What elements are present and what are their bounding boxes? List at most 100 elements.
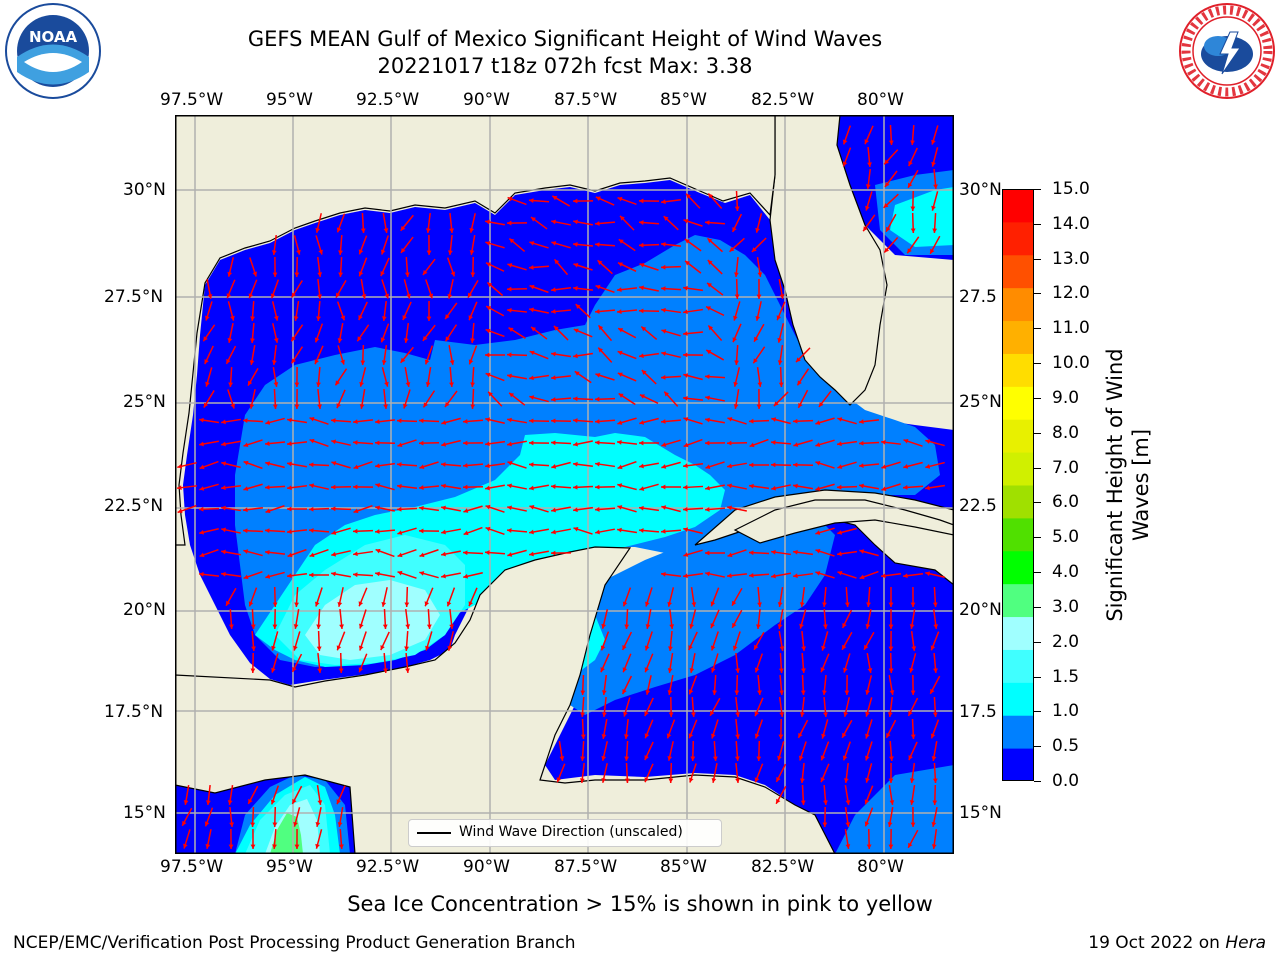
wave-direction-arrowhead — [529, 284, 535, 290]
wave-direction-arrowhead — [419, 505, 424, 511]
wave-direction-arrowhead — [199, 552, 205, 558]
wave-direction-arrowhead — [859, 419, 864, 424]
lon-tick-top: 90°W — [463, 90, 510, 110]
wave-direction-arrowhead — [331, 439, 337, 445]
wave-direction-arrowhead — [645, 689, 651, 695]
wave-direction-arrowhead — [287, 506, 292, 512]
colorbar-tick-label: 7.0 — [1052, 457, 1080, 478]
wave-direction-arrowhead — [336, 292, 341, 298]
wave-direction-arrowhead — [273, 382, 279, 387]
wave-direction-arrowhead — [441, 483, 446, 489]
wave-direction-arrowhead — [771, 440, 776, 445]
wave-direction-arrowhead — [272, 822, 278, 827]
wave-direction-arrowhead — [551, 529, 556, 535]
wave-direction-arrowhead — [683, 442, 689, 448]
colorbar-segment — [1002, 517, 1034, 552]
lon-tick-bottom: 97.5°W — [160, 857, 224, 877]
wave-direction-arrowhead — [353, 419, 358, 425]
wave-direction-arrowhead — [551, 287, 556, 293]
wave-direction-arrowhead — [644, 667, 650, 673]
wave-direction-arrowhead — [845, 602, 850, 607]
lon-tick-bottom: 82.5°W — [751, 857, 815, 877]
wave-direction-arrowhead — [683, 285, 688, 291]
wave-direction-arrowhead — [357, 336, 362, 342]
wave-direction-arrowhead — [911, 646, 917, 651]
wave-direction-arrowhead — [243, 549, 249, 554]
wave-direction-arrowhead — [316, 646, 322, 651]
wave-direction-arrowhead — [644, 711, 649, 717]
wave-direction-arrowhead — [419, 528, 424, 534]
colorbar-tick-label: 1.5 — [1052, 666, 1080, 687]
wave-direction-arrowhead — [400, 357, 406, 363]
wave-direction-arrowhead — [663, 216, 669, 221]
wave-direction-arrowhead — [801, 668, 806, 673]
wave-direction-arrowhead — [375, 483, 381, 488]
wave-direction-arrowhead — [353, 572, 358, 578]
wave-direction-arrowhead — [335, 380, 340, 386]
wave-direction-arrowhead — [509, 392, 515, 398]
wave-direction-arrowhead — [623, 734, 629, 739]
wave-direction-arrowhead — [837, 464, 843, 469]
wave-direction-arrowhead — [932, 778, 938, 783]
wave-direction-arrowhead — [864, 799, 870, 805]
wave-direction-arrowhead — [463, 573, 469, 579]
wave-direction-arrowhead — [353, 508, 359, 514]
wave-direction-arrowhead — [530, 217, 536, 222]
wave-direction-arrowhead — [622, 667, 628, 673]
wave-direction-arrowhead — [404, 272, 410, 277]
wave-direction-arrowhead — [380, 337, 386, 343]
wave-direction-arrowhead — [710, 601, 716, 607]
wave-direction-arrowhead — [221, 419, 226, 425]
wave-direction-arrowhead — [888, 778, 894, 783]
wave-direction-arrowhead — [705, 417, 710, 423]
wave-direction-arrowhead — [732, 226, 737, 232]
wave-direction-arrowhead — [881, 486, 887, 491]
wave-direction-arrowhead — [248, 380, 253, 386]
wave-direction-arrowhead — [800, 778, 805, 783]
wave-direction-arrowhead — [359, 404, 365, 409]
wave-direction-arrowhead — [404, 646, 409, 651]
wave-direction-arrowhead — [424, 601, 430, 607]
wave-direction-arrowhead — [485, 441, 490, 447]
wave-direction-arrowhead — [910, 690, 916, 695]
wave-direction-arrowhead — [617, 464, 623, 470]
lat-tick-left: 20°N — [123, 600, 166, 620]
wave-direction-arrowhead — [617, 527, 622, 533]
wave-direction-arrowhead — [884, 159, 889, 165]
wave-direction-arrowhead — [617, 505, 623, 510]
wave-direction-arrowhead — [265, 528, 270, 534]
wave-direction-arrowhead — [639, 463, 644, 469]
wave-direction-arrowhead — [265, 508, 271, 514]
wave-direction-arrowhead — [661, 351, 667, 357]
lat-tick-left: 27.5°N — [104, 287, 164, 307]
wave-direction-arrowhead — [865, 184, 871, 189]
wave-direction-arrowhead — [837, 484, 842, 490]
wave-direction-arrowhead — [884, 247, 890, 253]
wave-direction-arrowhead — [397, 570, 403, 576]
wave-band-0-5-se — [835, 765, 954, 854]
colorbar-segment — [1002, 550, 1034, 585]
wave-direction-arrowhead — [881, 464, 887, 469]
colorbar-segment — [1002, 189, 1034, 223]
wave-direction-arrowhead — [595, 221, 600, 226]
wave-direction-arrowhead — [735, 756, 740, 761]
wave-direction-arrowhead — [404, 602, 410, 607]
wave-direction-arrowhead — [463, 419, 468, 424]
wave-direction-arrowhead — [337, 338, 343, 343]
wave-direction-arrowhead — [507, 441, 512, 447]
wave-direction-arrowhead — [469, 250, 475, 255]
wave-direction-arrowhead — [353, 551, 358, 557]
chart-subtitle: 20221017 t18z 072h fcst Max: 3.38 — [377, 54, 753, 78]
wave-direction-arrowhead — [837, 441, 842, 447]
colorbar-tick-label: 15.0 — [1052, 179, 1090, 199]
wave-direction-arrowhead — [375, 548, 381, 554]
wave-direction-arrowhead — [623, 711, 628, 717]
wave-direction-arrowhead — [601, 734, 607, 739]
wave-direction-arrowhead — [463, 508, 469, 513]
wave-direction-arrowhead — [485, 328, 491, 334]
wave-direction-arrowhead — [272, 844, 277, 849]
wave-direction-arrowhead — [485, 463, 490, 469]
wave-direction-arrowhead — [798, 755, 804, 761]
wave-direction-arrowhead — [485, 262, 491, 267]
wave-direction-arrowhead — [339, 624, 344, 629]
